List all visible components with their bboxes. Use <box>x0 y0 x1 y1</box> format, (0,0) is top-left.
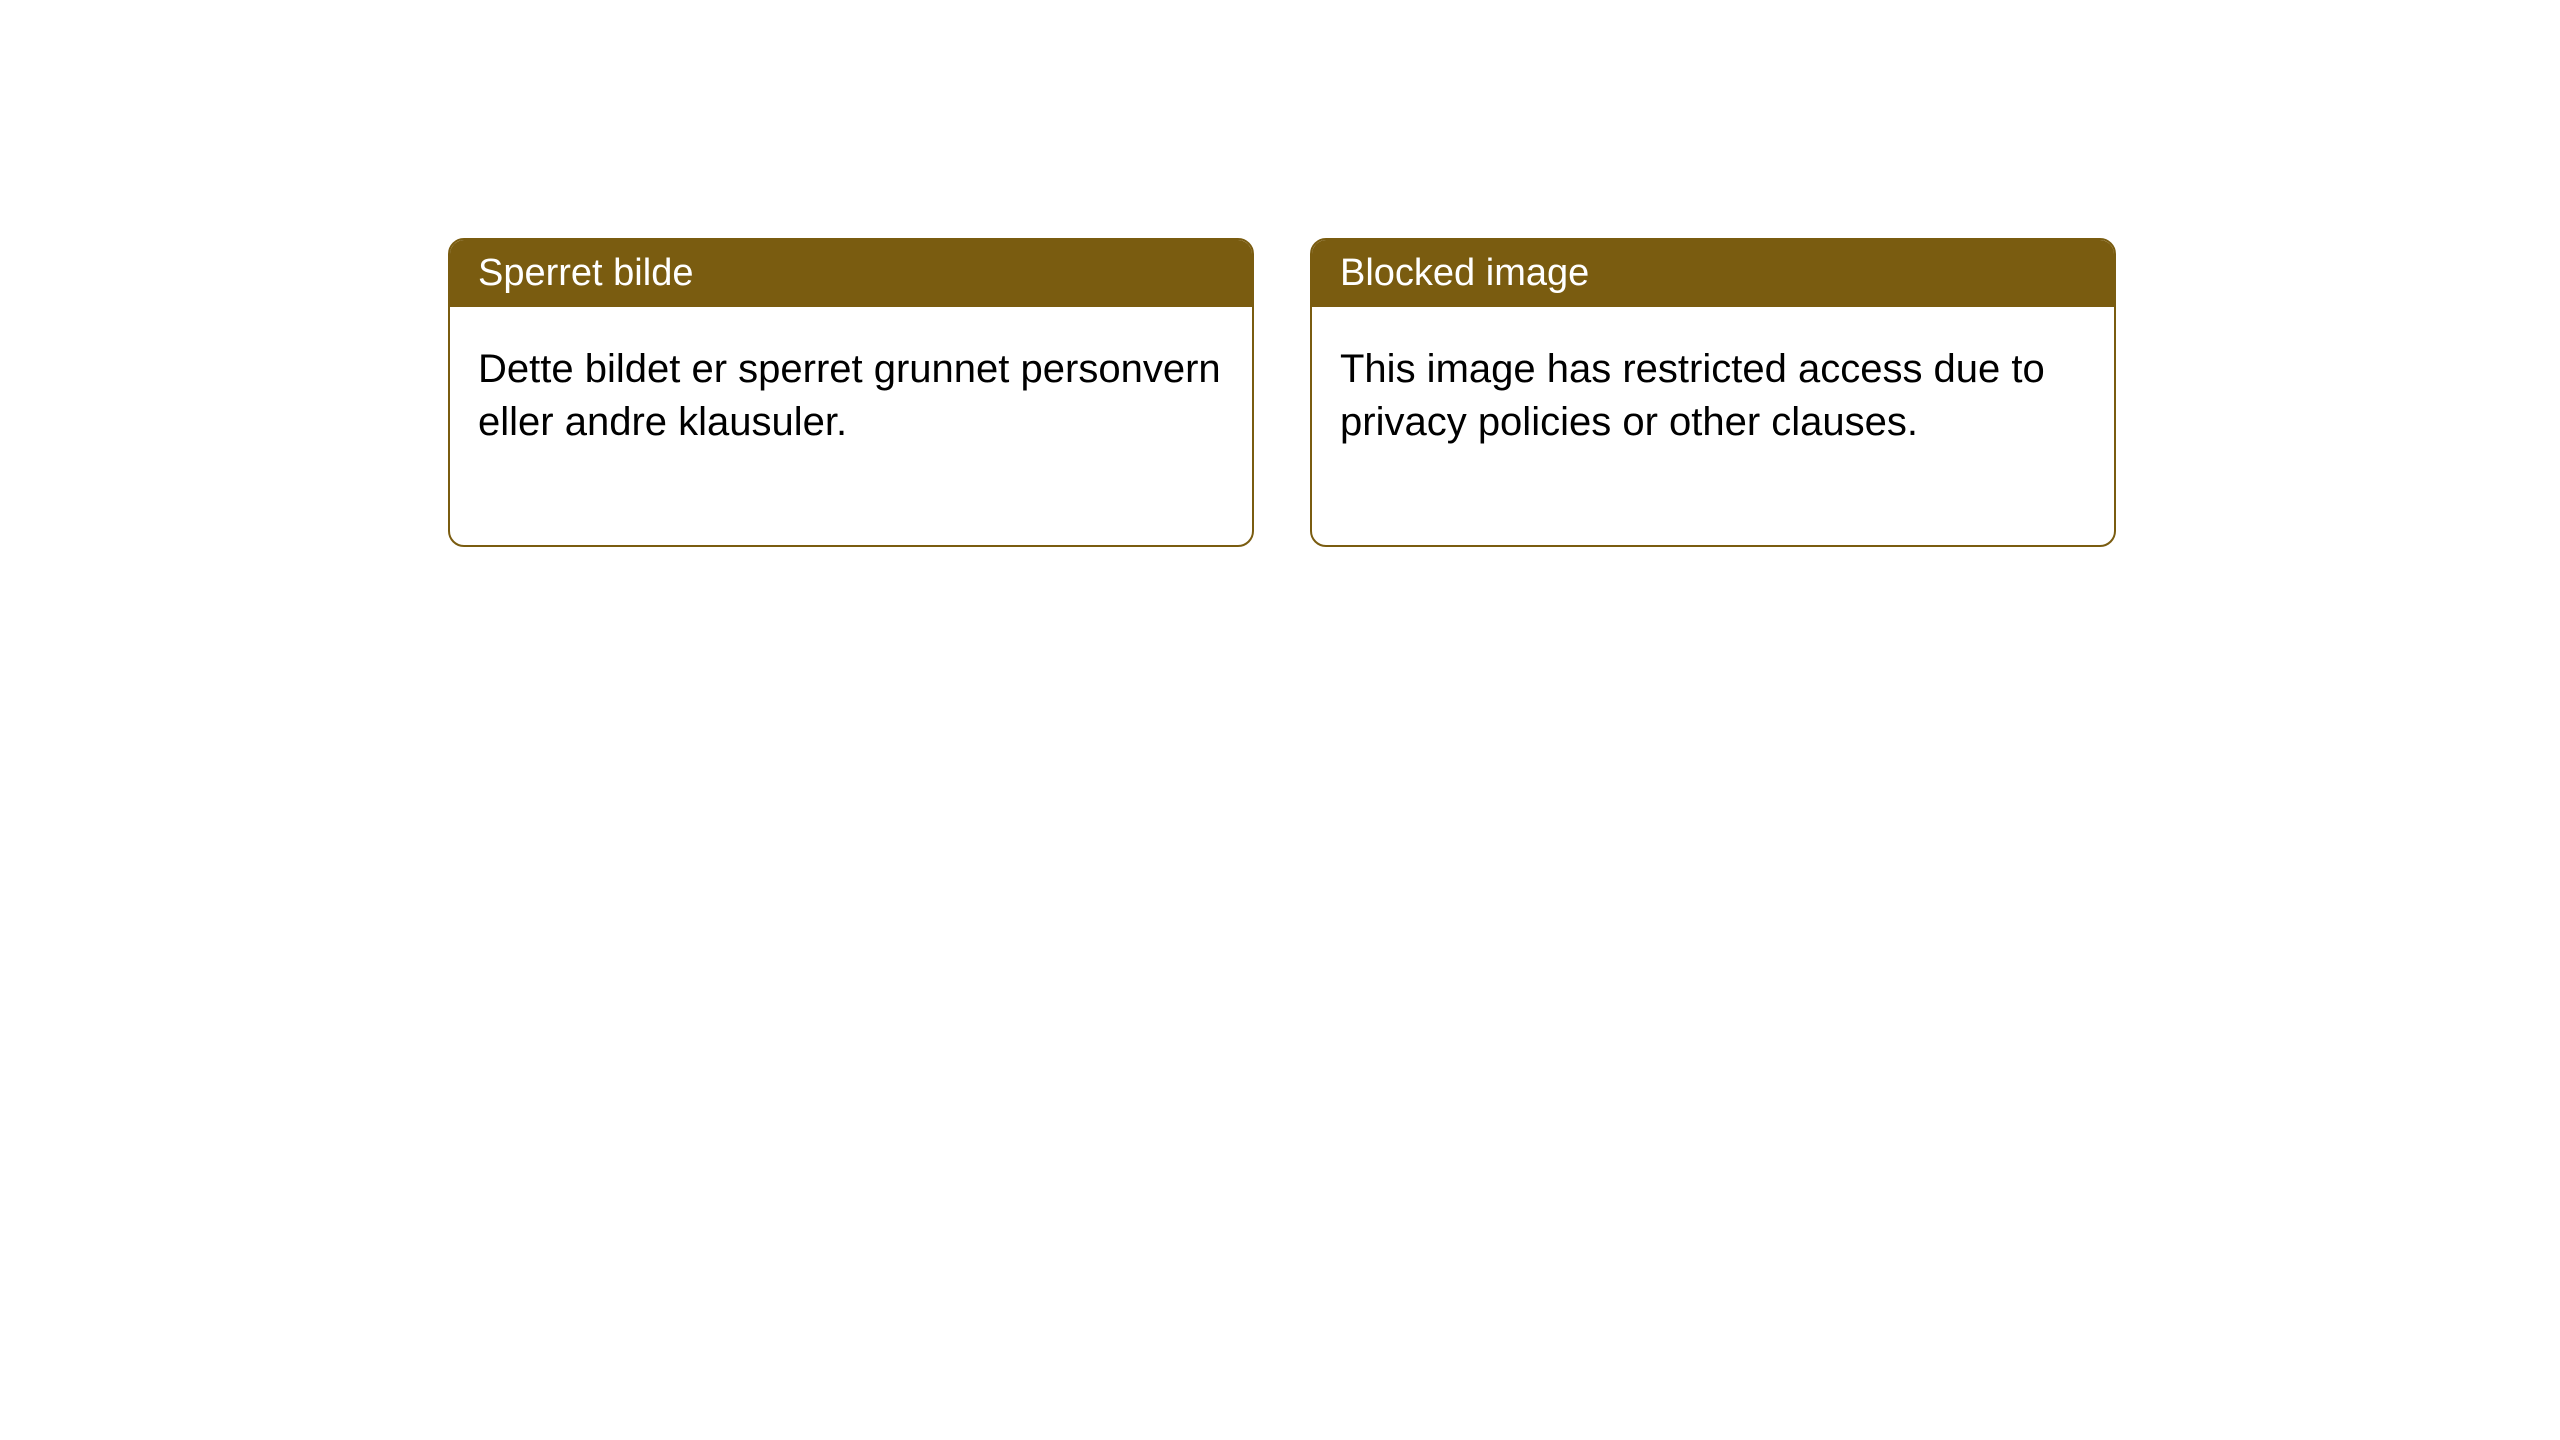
notice-card-english: Blocked image This image has restricted … <box>1310 238 2116 547</box>
notice-card-norwegian: Sperret bilde Dette bildet er sperret gr… <box>448 238 1254 547</box>
card-header: Sperret bilde <box>450 240 1252 307</box>
card-body: Dette bildet er sperret grunnet personve… <box>450 307 1252 545</box>
card-body-text: This image has restricted access due to … <box>1340 347 2045 444</box>
card-header: Blocked image <box>1312 240 2114 307</box>
card-body: This image has restricted access due to … <box>1312 307 2114 545</box>
notice-container: Sperret bilde Dette bildet er sperret gr… <box>0 0 2560 547</box>
card-title: Blocked image <box>1340 252 1589 294</box>
card-title: Sperret bilde <box>478 252 693 294</box>
card-body-text: Dette bildet er sperret grunnet personve… <box>478 347 1221 444</box>
